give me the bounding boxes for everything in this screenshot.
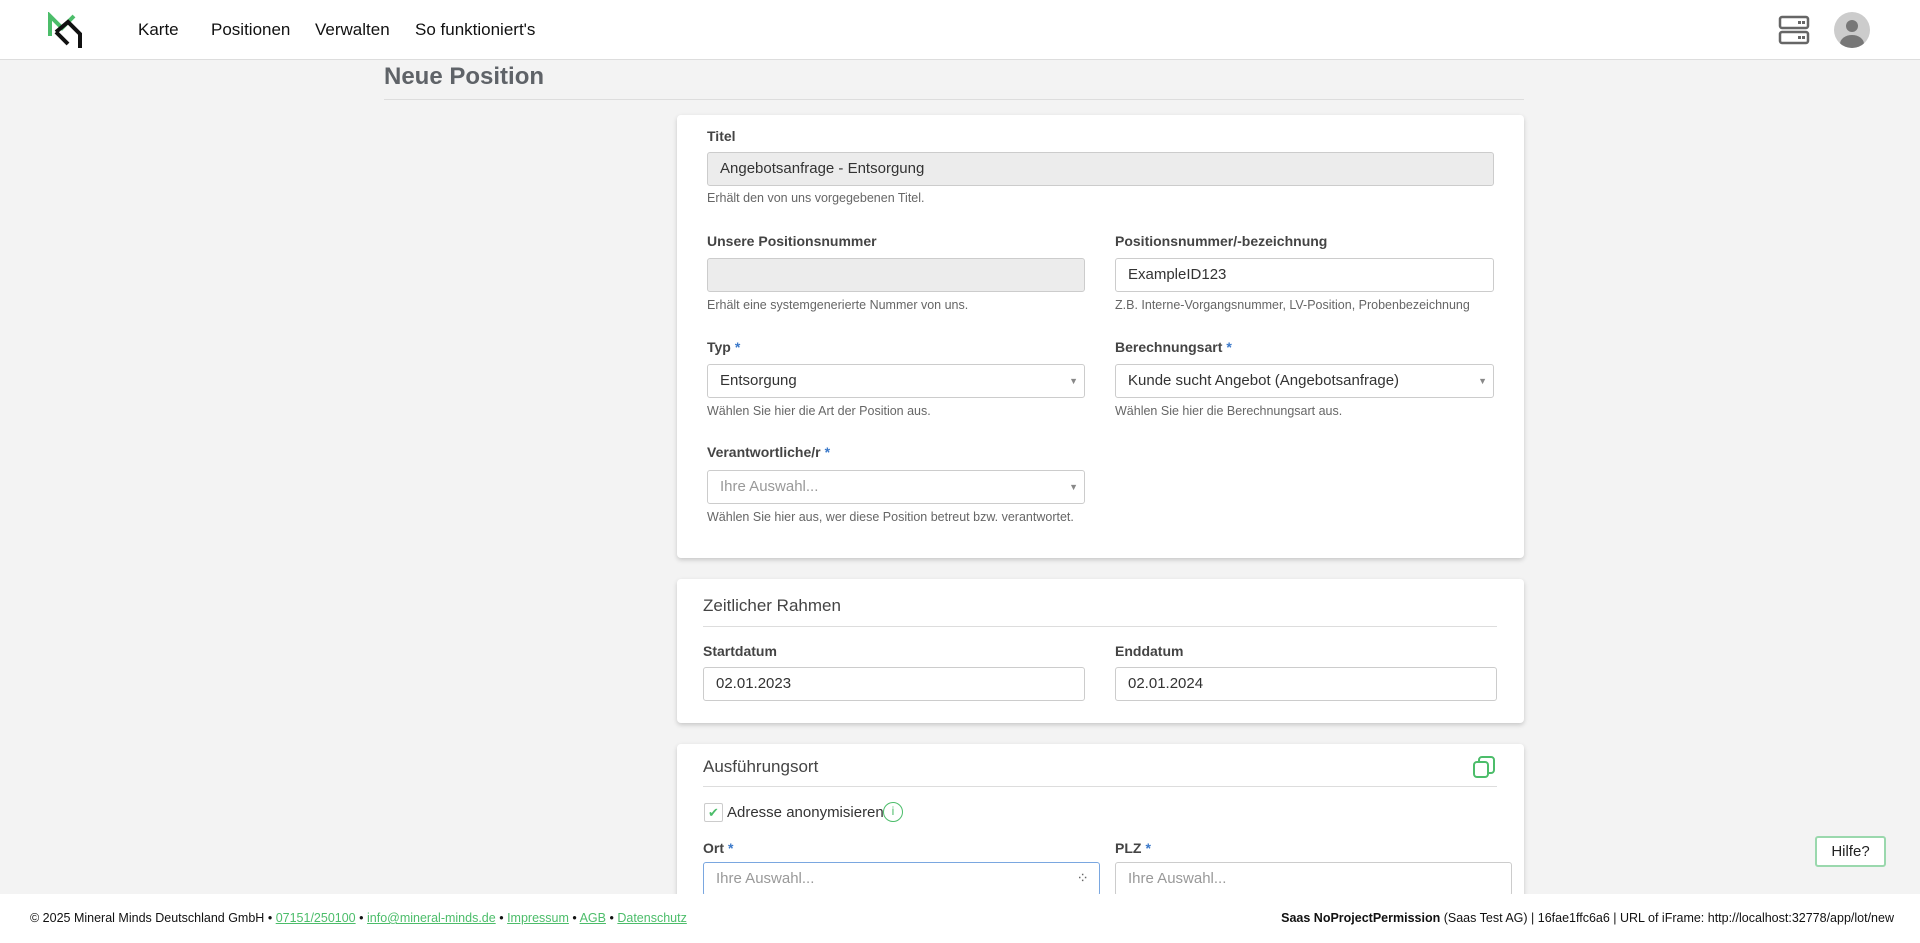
footer-right: Saas NoProjectPermission (Saas Test AG) … bbox=[1281, 911, 1894, 925]
verantwortlich-placeholder: Ihre Auswahl... bbox=[720, 478, 819, 495]
dropdown-arrow-icon: ▼ bbox=[1069, 482, 1078, 492]
help-button[interactable]: Hilfe? bbox=[1815, 836, 1886, 867]
required-marker: * bbox=[824, 444, 831, 460]
impressum-link[interactable]: Impressum bbox=[507, 911, 569, 925]
copyright: © 2025 Mineral Minds Deutschland GmbH bbox=[30, 911, 265, 925]
copy-icon[interactable] bbox=[1472, 755, 1496, 779]
anonymize-label: Adresse anonymisieren bbox=[727, 804, 884, 821]
page-title: Neue Position bbox=[384, 63, 545, 90]
main-content: Neue Position Titel Angebotsanfrage - En… bbox=[0, 61, 1920, 894]
title-divider bbox=[384, 99, 1524, 100]
unsere-positionsnummer-input[interactable] bbox=[707, 258, 1085, 292]
separator: • bbox=[499, 911, 504, 925]
plz-label-text: PLZ bbox=[1115, 840, 1142, 856]
ort-placeholder: Ihre Auswahl... bbox=[716, 870, 815, 887]
section-divider bbox=[703, 786, 1497, 787]
verantwortlich-help: Wählen Sie hier aus, wer diese Position … bbox=[707, 510, 1074, 524]
unsere-positionsnummer-label: Unsere Positionsnummer bbox=[707, 233, 877, 249]
footer: © 2025 Mineral Minds Deutschland GmbH • … bbox=[0, 894, 1920, 943]
agb-link[interactable]: AGB bbox=[579, 911, 606, 925]
footer-left: © 2025 Mineral Minds Deutschland GmbH • … bbox=[30, 911, 687, 925]
ort-label: Ort * bbox=[703, 840, 733, 856]
berechnungsart-select[interactable]: Kunde sucht Angebot (Angebotsanfrage) ▼ bbox=[1115, 364, 1494, 398]
nav-so-funktionierts[interactable]: So funktioniert's bbox=[415, 20, 536, 39]
mineral-minds-logo[interactable] bbox=[46, 12, 84, 48]
berechnungsart-label: Berechnungsart * bbox=[1115, 339, 1232, 355]
phone-link[interactable]: 07151/250100 bbox=[275, 911, 356, 925]
user-avatar[interactable] bbox=[1834, 12, 1870, 48]
berechnungsart-help: Wählen Sie hier die Berechnungsart aus. bbox=[1115, 404, 1343, 418]
typ-label: Typ * bbox=[707, 339, 740, 355]
nav-verwalten[interactable]: Verwalten bbox=[315, 20, 390, 39]
dropdown-arrow-icon: ▼ bbox=[1478, 376, 1487, 386]
ausfuehrungsort-card: Ausführungsort ✔ Adresse anonymisieren i… bbox=[677, 744, 1524, 894]
user-name: Saas NoProjectPermission bbox=[1281, 911, 1441, 925]
titel-help: Erhält den von uns vorgegebenen Titel. bbox=[707, 191, 925, 205]
typ-label-text: Typ bbox=[707, 339, 731, 355]
section-divider bbox=[703, 626, 1497, 627]
verantwortlich-label-text: Verantwortliche/r bbox=[707, 444, 821, 460]
position-details-card: Titel Angebotsanfrage - Entsorgung Erhäl… bbox=[677, 115, 1524, 558]
typ-value: Entsorgung bbox=[720, 372, 797, 389]
server-icon[interactable] bbox=[1778, 15, 1810, 45]
nav-karte[interactable]: Karte bbox=[138, 20, 179, 39]
positionsnummer-label: Positionsnummer/-bezeichnung bbox=[1115, 233, 1328, 249]
positionsnummer-input[interactable]: ExampleID123 bbox=[1115, 258, 1494, 292]
verantwortlich-label: Verantwortliche/r * bbox=[707, 444, 830, 460]
typ-select[interactable]: Entsorgung ▼ bbox=[707, 364, 1085, 398]
plz-label: PLZ * bbox=[1115, 840, 1151, 856]
plz-input[interactable]: Ihre Auswahl... bbox=[1115, 862, 1512, 894]
verantwortlich-select[interactable]: Ihre Auswahl... ▼ bbox=[707, 470, 1085, 504]
required-marker: * bbox=[1145, 840, 1151, 856]
berechnungsart-value: Kunde sucht Angebot (Angebotsanfrage) bbox=[1128, 372, 1400, 389]
berechnungsart-label-text: Berechnungsart bbox=[1115, 339, 1223, 355]
top-navbar: Karte Positionen Verwalten So funktionie… bbox=[0, 0, 1920, 60]
startdatum-input[interactable]: 02.01.2023 bbox=[703, 667, 1085, 701]
anonymize-checkbox[interactable]: ✔ bbox=[704, 803, 723, 822]
dropdown-arrow-icon: ▼ bbox=[1069, 376, 1078, 386]
nav-positionen[interactable]: Positionen bbox=[211, 20, 291, 39]
section-title: Zeitlicher Rahmen bbox=[703, 596, 841, 615]
titel-input[interactable]: Angebotsanfrage - Entsorgung bbox=[707, 152, 1494, 186]
separator: • bbox=[609, 911, 614, 925]
separator: • bbox=[572, 911, 577, 925]
required-marker: * bbox=[734, 339, 741, 355]
required-marker: * bbox=[728, 840, 734, 856]
titel-label: Titel bbox=[707, 128, 736, 144]
email-link[interactable]: info@mineral-minds.de bbox=[367, 911, 496, 925]
session-info: (Saas Test AG) | 16fae1ffc6a6 | URL of i… bbox=[1440, 911, 1894, 925]
zeitlicher-rahmen-card: Zeitlicher Rahmen Startdatum 02.01.2023 … bbox=[677, 579, 1524, 723]
positionsnummer-help: Z.B. Interne-Vorgangsnummer, LV-Position… bbox=[1115, 298, 1470, 312]
ort-input[interactable]: Ihre Auswahl... ⁘ bbox=[703, 862, 1100, 894]
ort-label-text: Ort bbox=[703, 840, 724, 856]
startdatum-label: Startdatum bbox=[703, 643, 777, 659]
enddatum-input[interactable]: 02.01.2024 bbox=[1115, 667, 1497, 701]
separator: • bbox=[267, 911, 273, 925]
enddatum-label: Enddatum bbox=[1115, 643, 1184, 659]
section-title: Ausführungsort bbox=[703, 757, 819, 776]
user-icon bbox=[1840, 20, 1864, 48]
datenschutz-link[interactable]: Datenschutz bbox=[617, 911, 687, 925]
info-icon[interactable]: i bbox=[883, 802, 903, 822]
loading-spinner-icon: ⁘ bbox=[1076, 870, 1089, 887]
separator: • bbox=[359, 911, 364, 925]
typ-help: Wählen Sie hier die Art der Position aus… bbox=[707, 404, 931, 418]
unsere-positionsnummer-help: Erhält eine systemgenerierte Nummer von … bbox=[707, 298, 969, 312]
required-marker: * bbox=[1226, 339, 1232, 355]
